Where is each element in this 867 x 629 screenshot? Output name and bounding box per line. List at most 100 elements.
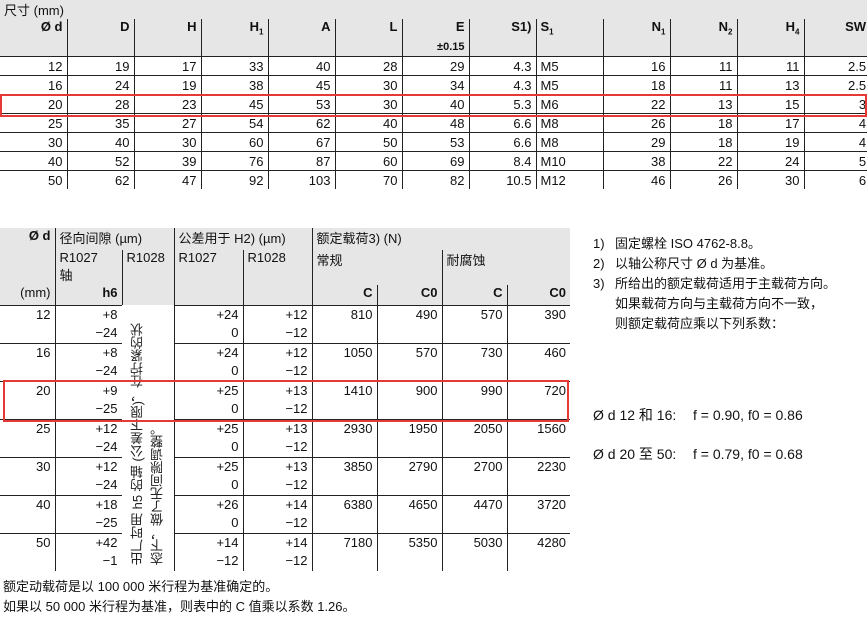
header-col-10: N2 [669,19,737,38]
cell: M12 [535,170,603,189]
cell: 60 [334,151,402,171]
cell: 29 [401,56,469,76]
cell-cc0: 390 [506,304,571,343]
header-col-7: S1) [468,19,536,38]
cell-tol-r1028: +13 −12 [242,380,312,419]
cell: 4 [803,113,867,133]
cell: 4.3 [468,75,536,95]
cell-cc0: 3720 [506,494,571,533]
cell: 26 [669,170,737,189]
cell-d: 20 [0,380,55,419]
cell: 17 [133,56,201,76]
cell-c0: 900 [376,380,442,419]
cell-clearance-r1027: +9 −25 [54,380,122,419]
cell: 19 [66,56,134,76]
cell-cc0: 460 [506,342,571,381]
table-row: 50 +42 −1 +14 −12 +14 −12 7180 5350 5030 4280 [0,532,571,571]
header-load: 额定载荷3) (N) [311,228,571,250]
table-row: 50 62 47 92 103 70 82 10.5 M12 46 26 30 6 [0,170,867,189]
cell: 30 [334,75,402,95]
header-col-5: L [334,19,402,38]
cell: M8 [535,113,603,133]
cell-tol-r1027: +25 0 [173,418,243,457]
table-row: 30 +12 −24 +25 0 +13 −12 3850 2790 2700 2230 [0,456,571,495]
header-col-2: H [133,19,201,38]
cell: 40 [267,56,335,76]
cell-c0: 570 [376,342,442,381]
cell-d: 16 [0,342,55,381]
cell: 33 [200,56,268,76]
cell-c0: 4650 [376,494,442,533]
cell: 26 [602,113,670,133]
cell-tol-r1027: +14 −12 [173,532,243,571]
cell: 16 [0,75,67,95]
cell: 103 [267,170,335,189]
cell: 13 [669,94,737,114]
cell: 19 [736,132,804,152]
cell-c: 6380 [311,494,377,533]
cell: 50 [334,132,402,152]
cell: 47 [133,170,201,189]
cell: 4.3 [468,56,536,76]
header-d: Ø d [0,228,55,250]
cell: 25 [0,113,67,133]
cell: 12 [0,56,67,76]
table-row: 16 24 19 38 45 30 34 4.3 M5 18 11 13 2.5 [0,75,867,95]
cell: 2.5 [803,75,867,95]
cell-c: 7180 [311,532,377,571]
table-row: 12 +8 −24 +24 0 +12 −12 810 490 570 390 [0,304,571,343]
cell: 28 [66,94,134,114]
cell-tol-r1028: +14 −12 [242,532,312,571]
cell: 50 [0,170,67,189]
cell-cc: 5030 [441,532,507,571]
cell: M8 [535,132,603,152]
cell: 22 [669,151,737,171]
cell: 18 [602,75,670,95]
cell-tol-r1027: +24 0 [173,304,243,343]
header-r1028-tol: R1028 [242,250,312,285]
header-col-11: H4 [736,19,804,38]
cell: 53 [401,132,469,152]
cell-clearance-r1027: +42 −1 [54,532,122,571]
cell-cc: 730 [441,342,507,381]
header-col-8: S1 [535,19,603,38]
table-row: 25 35 27 54 62 40 48 6.6 M8 26 18 17 4 [0,113,867,133]
header-r1027-tol: R1027 [173,250,243,285]
cell-c: 2930 [311,418,377,457]
cell: 24 [736,151,804,171]
table-row: 40 52 39 76 87 60 69 8.4 M10 38 22 24 5 [0,151,867,171]
table-row: 20 28 23 45 53 30 40 5.3 M6 22 13 15 3 [0,94,867,114]
cell-clearance-r1027: +18 −25 [54,494,122,533]
cell: 34 [401,75,469,95]
table-row: 30 40 30 60 67 50 53 6.6 M8 29 18 19 4 [0,132,867,152]
footnotes: 1) 固定螺栓 ISO 4762-8.8。 2) 以轴公称尺寸 Ø d 为基准。 3) 所… [593,234,836,334]
cell: 30 [133,132,201,152]
cell: 76 [200,151,268,171]
header-c0: C0 [376,285,442,305]
cell-d: 12 [0,304,55,343]
cell: 27 [133,113,201,133]
cell-cc: 570 [441,304,507,343]
cell: 23 [133,94,201,114]
header-r1028-clearance: R1028 [121,250,174,285]
cell: 87 [267,151,335,171]
cell: M5 [535,75,603,95]
header-col-6: E [401,19,469,38]
cell: 60 [200,132,268,152]
table-row: 16 +8 −24 +24 0 +12 −12 1050 570 730 460 [0,342,571,381]
cell: 46 [602,170,670,189]
factor-1-value: f = 0.90, f0 = 0.86 [693,407,803,423]
cell-c: 3850 [311,456,377,495]
header-col-1: D [66,19,134,38]
cell-cc0: 4280 [506,532,571,571]
cell: 16 [602,56,670,76]
cell: 6.6 [468,113,536,133]
cell: 45 [267,75,335,95]
cell: M5 [535,56,603,76]
header-tolerance: 公差用于 H2) (µm) [173,228,312,250]
cell-cc: 2700 [441,456,507,495]
cell-c: 1410 [311,380,377,419]
cell: 40 [401,94,469,114]
cell: 5 [803,151,867,171]
cell: 10.5 [468,170,536,189]
